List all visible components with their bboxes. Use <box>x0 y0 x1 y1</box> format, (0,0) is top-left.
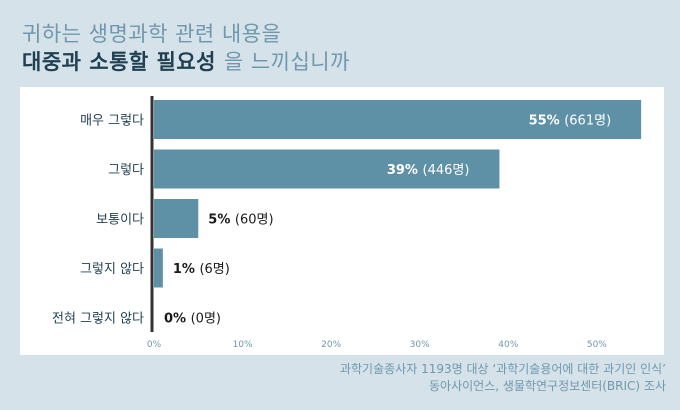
data-label: 5% (60명) <box>208 213 273 228</box>
title-line-2-rest: 을 느끼십니까 <box>223 50 350 74</box>
category-label: 매우 그렇다 <box>80 114 144 129</box>
x-tick-box <box>484 333 533 351</box>
data-label-percent: 1% <box>173 262 200 277</box>
data-label: 1% (6명) <box>173 262 230 277</box>
title-line-2-bold: 대중과 소통할 필요성 <box>22 50 217 74</box>
data-label-count: (6명) <box>199 262 229 277</box>
title-line-2: 대중과 소통할 필요성 을 느끼십니까 <box>22 48 350 76</box>
x-tick-box <box>130 333 178 351</box>
data-label-count: (661명) <box>564 114 611 129</box>
x-tick-label: 50% <box>587 340 607 350</box>
bar <box>154 199 199 238</box>
x-tick-label: 20% <box>321 340 341 350</box>
source-line-2: 동아사이언스, 생물학연구정보센터(BRIC) 조사 <box>429 379 666 393</box>
data-label-count: (446명) <box>423 163 470 178</box>
data-label: 39% (446명) <box>387 163 470 178</box>
source-line-1: 과학기술종사자 1193명 대상 ‘과학기술용어에 대한 과기인 인식’ <box>339 362 666 376</box>
category-label: 그렇지 않다 <box>80 262 144 277</box>
source-note: 과학기술종사자 1193명 대상 ‘과학기술용어에 대한 과기인 인식’ 동아사… <box>340 361 666 395</box>
data-label-percent: 55% <box>529 114 565 129</box>
bar <box>154 149 500 189</box>
data-label-percent: 39% <box>387 163 423 178</box>
data-label-count: (60명) <box>235 213 274 228</box>
category-label: 보통이다 <box>96 213 144 228</box>
data-label-count: (0명) <box>191 312 221 327</box>
data-label: 55% (661명) <box>529 114 612 129</box>
data-label-percent: 0% <box>164 312 191 327</box>
bar <box>154 100 642 139</box>
x-tick-label: 40% <box>498 340 518 350</box>
data-label-percent: 5% <box>208 213 235 228</box>
x-tick-label: 30% <box>410 340 430 350</box>
x-tick-box <box>307 333 356 351</box>
x-tick-box <box>395 333 444 351</box>
bar <box>154 248 163 288</box>
data-label: 0% (0명) <box>164 312 221 327</box>
chart-title: 귀하는 생명과학 관련 내용을 대중과 소통할 필요성 을 느끼십니까 <box>22 20 350 76</box>
x-tick-box <box>218 333 267 351</box>
title-line-1: 귀하는 생명과학 관련 내용을 <box>22 22 282 46</box>
x-tick-label: 0% <box>147 340 162 350</box>
x-tick-label: 10% <box>233 340 253 350</box>
x-tick-box <box>572 333 621 351</box>
category-label: 그렇다 <box>108 163 144 178</box>
category-label: 전혀 그렇지 않다 <box>52 312 144 327</box>
